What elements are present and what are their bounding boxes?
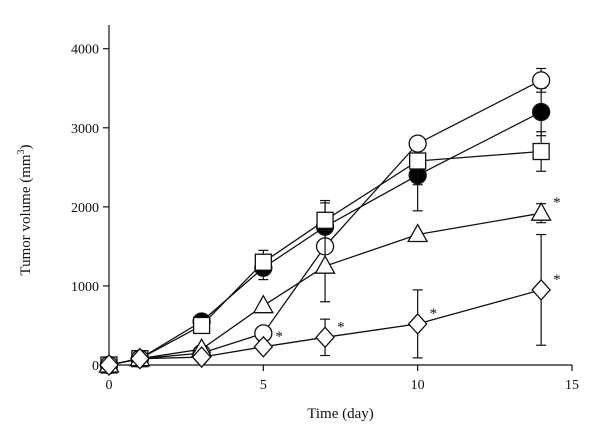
filled-circle-marker — [531, 102, 551, 122]
open-square-marker — [409, 152, 427, 170]
x-axis-title: Time (day) — [307, 406, 374, 422]
x-ticks: 0 5 10 15 — [106, 365, 579, 393]
open-triangle-marker — [407, 223, 429, 243]
significance-label: * — [337, 319, 345, 335]
x-tick-label: 10 — [411, 378, 425, 393]
significance-label: * — [553, 195, 561, 211]
open-diamond-marker — [531, 278, 552, 301]
significance-label: * — [553, 272, 561, 288]
open-square-marker — [532, 142, 550, 161]
open-diamond-marker — [253, 335, 274, 358]
significance-label: * — [275, 329, 283, 345]
y-tick-label: 2000 — [71, 201, 99, 216]
y-ticks: 0 1000 2000 3000 4000 — [71, 43, 109, 374]
open-circle-marker — [531, 71, 551, 90]
y-axis-title-close: ) — [18, 144, 34, 149]
open-triangle-marker — [314, 254, 336, 274]
x-tick-label: 5 — [260, 378, 267, 393]
x-tick-label: 15 — [565, 378, 579, 393]
y-tick-label: 3000 — [71, 122, 99, 137]
y-tick-label: 0 — [92, 359, 99, 374]
y-tick-label: 4000 — [71, 43, 99, 58]
series-layer: * * * * * — [98, 67, 561, 376]
open-circle-marker — [408, 134, 427, 153]
open-diamond-marker — [191, 346, 212, 369]
open-diamond-marker — [99, 354, 119, 376]
open-diamond-marker — [407, 312, 428, 335]
plot-area: 0 5 10 15 0 1000 2000 3000 4000 * * * * * — [71, 25, 579, 393]
open-square-marker — [254, 253, 272, 271]
series-open-diamond: * * * * — [99, 233, 561, 376]
y-axis-title-superscript: 3 — [16, 149, 27, 154]
open-diamond-marker — [315, 326, 335, 349]
open-triangle-marker — [530, 201, 552, 221]
y-axis-title-main: Tumor volume (mm — [18, 154, 34, 275]
x-tick-label: 0 — [106, 378, 113, 393]
open-square-marker — [192, 316, 211, 335]
y-axis-title: Tumor volume (mm3) — [16, 144, 34, 275]
open-diamond-marker — [129, 347, 150, 370]
significance-label: * — [430, 306, 438, 322]
open-triangle-marker — [252, 294, 274, 314]
y-tick-label: 1000 — [71, 280, 99, 295]
open-square-marker — [316, 211, 334, 229]
